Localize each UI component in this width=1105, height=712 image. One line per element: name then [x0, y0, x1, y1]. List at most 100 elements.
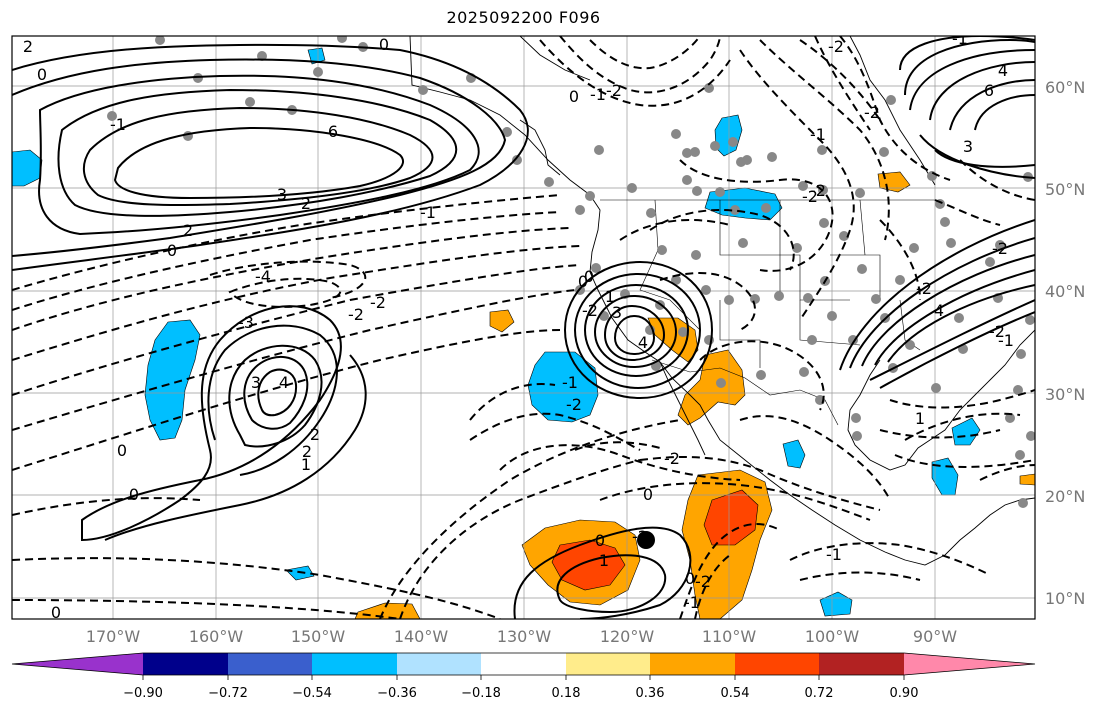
contour-label: 1 — [301, 455, 311, 474]
contour-label: -1 — [562, 373, 578, 392]
contour-label: 2 — [183, 221, 193, 240]
contour-label: 4 — [934, 301, 944, 320]
contour-label: 0 — [685, 569, 695, 588]
colorbar-label: −0.54 — [292, 686, 332, 701]
contour-label: 0 — [643, 485, 653, 504]
storm-center-marker — [637, 531, 655, 549]
colorbar-label: −0.18 — [461, 686, 501, 701]
shade-blue-socal-offshore — [527, 351, 599, 423]
lat-label-10n: 10°N — [1045, 589, 1085, 608]
contour-label: 6 — [984, 81, 994, 100]
colorbar-segment — [228, 653, 312, 675]
lon-label-170w: 170°W — [86, 627, 141, 646]
colorbar-segment — [904, 653, 1035, 675]
lon-label-140w: 140°W — [394, 627, 449, 646]
lon-label-120w: 120°W — [600, 627, 655, 646]
lat-label-30n: 30°N — [1045, 385, 1085, 404]
contour-label: 2 — [301, 194, 311, 213]
lon-label-160w: 160°W — [189, 627, 244, 646]
colorbar-label: 0.36 — [636, 686, 665, 701]
colorbar-segment — [735, 653, 819, 675]
shade-red-east-pacific — [551, 539, 626, 591]
contour-label: -1 — [420, 203, 436, 222]
contour-label: -2 — [864, 103, 880, 122]
colorbar-segment — [566, 653, 650, 675]
shade-blue-central-pacific — [144, 319, 201, 441]
graticule — [12, 36, 1035, 619]
coastlines — [409, 36, 1035, 566]
colorbar-label: 0.54 — [721, 686, 750, 701]
contour-label: 2 — [310, 425, 320, 444]
contour-label: -1 — [810, 125, 826, 144]
shade-blue-mexico — [782, 439, 806, 469]
contour-label: 2 — [302, 442, 312, 461]
colorbar-segment — [312, 653, 397, 675]
colorbar-label: 0.18 — [552, 686, 581, 701]
contour-labels: 2 0 0 -1 6 3 2 2 0 -1 -4 -3 -2 -2 3 4 2 … — [23, 29, 1014, 622]
lat-label-20n: 20°N — [1045, 487, 1085, 506]
contour-label: -2 — [828, 37, 844, 56]
contour-label: 4 — [279, 373, 289, 392]
colorbar-label: 0.90 — [890, 686, 919, 701]
contour-label: 0 — [379, 35, 389, 54]
contour-label: -2 — [566, 395, 582, 414]
shade-orange-offshore — [489, 309, 515, 333]
contour-label: -4 — [255, 267, 271, 286]
contour-label: -2 — [810, 181, 826, 200]
contour-label: 0 — [578, 272, 588, 291]
contour-label: -1 — [952, 29, 968, 48]
contour-label: -2 — [370, 293, 386, 312]
contour-label: 1 — [915, 409, 925, 428]
shade-orange-south-small — [354, 602, 421, 619]
contour-label: 0 — [51, 603, 61, 622]
contour-label: -1 — [826, 545, 842, 564]
colorbar-segment — [397, 653, 481, 675]
contour-label: 2 — [23, 37, 33, 56]
colorbar-label: −0.36 — [377, 686, 417, 701]
contour-label: 3 — [251, 373, 261, 392]
lon-label-150w: 150°W — [291, 627, 346, 646]
shade-orange-gulf-small — [1019, 473, 1035, 486]
contour-label: -3 — [238, 313, 254, 332]
contour-label: -1 — [590, 85, 606, 104]
shade-blue-small-a — [307, 47, 326, 65]
contour-label: -2 — [916, 279, 932, 298]
contour-label: 0 — [129, 485, 139, 504]
contour-label: -2 — [348, 305, 364, 324]
colorbar-segment — [481, 653, 566, 675]
lat-label-40n: 40°N — [1045, 282, 1085, 301]
dashed-contours — [12, 36, 1035, 619]
shade-blue-gulf — [951, 417, 981, 446]
contour-label: -1 — [684, 593, 700, 612]
colorbar-segment — [819, 653, 904, 675]
contour-label: 3 — [963, 137, 973, 156]
contour-label: -2 — [802, 187, 818, 206]
contour-label: 1 — [599, 551, 609, 570]
shade-blue-montana — [704, 187, 783, 221]
lat-label-50n: 50°N — [1045, 180, 1085, 199]
contour-label: 3 — [612, 303, 622, 322]
colorbar-segment — [143, 653, 228, 675]
contour-label: -1 — [998, 331, 1014, 350]
colorbar-label: −0.90 — [123, 686, 163, 701]
contour-label: -2 — [989, 322, 1005, 341]
map-frame — [11, 35, 1036, 620]
contour-label: 6 — [328, 122, 338, 141]
shade-red-mexico-south — [703, 489, 759, 546]
colorbar-segment — [12, 653, 143, 675]
contour-label: -2 — [695, 572, 711, 591]
contour-label: -2 — [582, 301, 598, 320]
contour-label: 0 — [569, 87, 579, 106]
map-title: 2025092200 F096 — [446, 8, 601, 27]
contour-label: 4 — [638, 333, 648, 352]
lon-label-130w: 130°W — [497, 627, 552, 646]
solid-contours — [12, 36, 1035, 619]
colorbar-label: −0.72 — [208, 686, 248, 701]
colorbar-label: 0.72 — [805, 686, 834, 701]
contour-label: -1 — [110, 115, 126, 134]
lat-label-60n: 60°N — [1045, 78, 1085, 97]
contour-label: 0 — [37, 65, 47, 84]
lon-label-100w: 100°W — [805, 627, 860, 646]
lon-label-110w: 110°W — [702, 627, 757, 646]
contour-label: 0 — [117, 441, 127, 460]
